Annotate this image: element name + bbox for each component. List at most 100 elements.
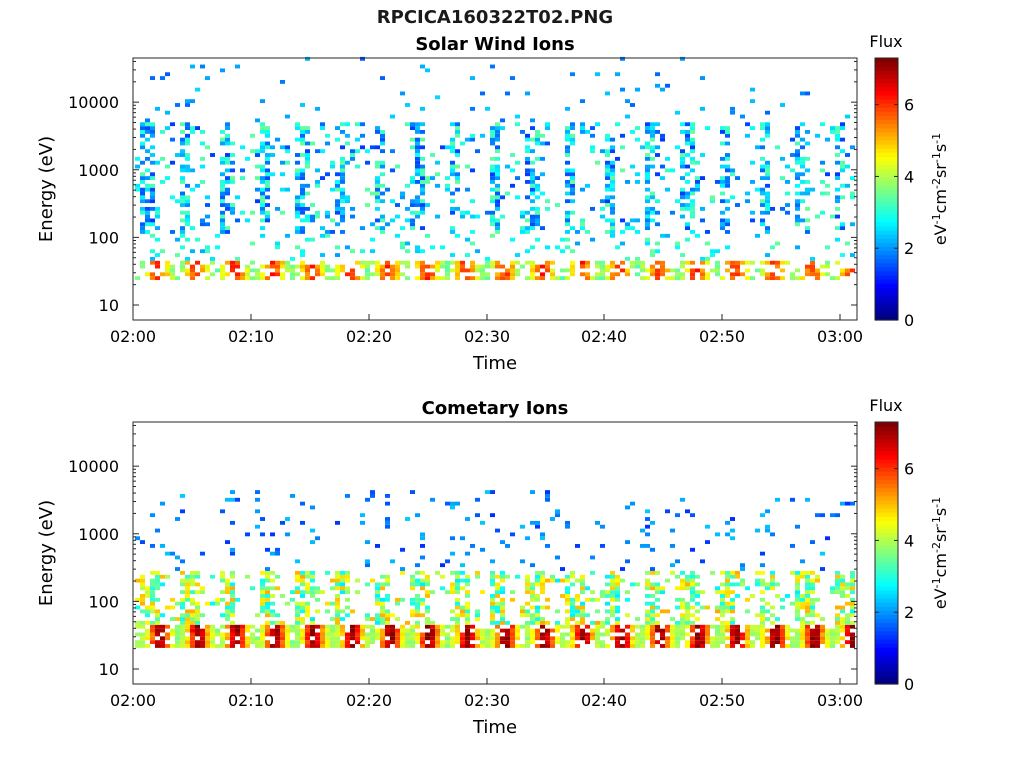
heatmap-cell: [445, 268, 450, 273]
heatmap-cell: [565, 578, 570, 583]
heatmap-cell: [610, 164, 615, 169]
heatmap-cell: [620, 56, 625, 61]
colorbar-segment: [875, 225, 898, 231]
heatmap-cell: [220, 570, 225, 575]
heatmap-cell: [445, 260, 450, 265]
heatmap-cell: [145, 632, 150, 637]
heatmap-cell: [260, 590, 265, 595]
heatmap-cell: [225, 153, 230, 157]
heatmap-cell: [305, 183, 310, 188]
heatmap-cell: [270, 551, 275, 556]
heatmap-cell: [530, 187, 535, 192]
heatmap-cell: [800, 594, 805, 598]
heatmap-cell: [735, 268, 740, 273]
heatmap-cell: [160, 640, 165, 645]
heatmap-cell: [600, 272, 605, 277]
heatmap-cell: [680, 149, 685, 154]
heatmap-cell: [765, 582, 770, 587]
heatmap-cell: [320, 260, 325, 265]
x-tick-label: 02:00: [110, 691, 156, 710]
heatmap-cell: [310, 594, 315, 598]
heatmap-cell: [320, 590, 325, 595]
heatmap-cell: [570, 570, 575, 575]
heatmap-cell: [375, 129, 380, 134]
heatmap-cell: [335, 628, 340, 633]
heatmap-cell: [565, 145, 570, 150]
heatmap-cell: [590, 628, 595, 633]
heatmap-cell: [260, 99, 265, 104]
heatmap-cell: [825, 628, 830, 633]
heatmap-cell: [740, 636, 745, 641]
heatmap-cell: [350, 206, 355, 211]
heatmap-cell: [675, 574, 680, 579]
heatmap-cell: [545, 493, 550, 498]
heatmap-cell: [655, 272, 660, 277]
heatmap-cell: [845, 586, 850, 591]
heatmap-cell: [680, 570, 685, 575]
heatmap-cell: [190, 636, 195, 641]
heatmap-cell: [195, 609, 200, 614]
heatmap-cell: [185, 594, 190, 598]
heatmap-cell: [580, 605, 585, 610]
heatmap-cell: [360, 133, 365, 138]
heatmap-cell: [260, 149, 265, 154]
heatmap-cell: [420, 168, 425, 173]
heatmap-cell: [465, 613, 470, 618]
heatmap-cell: [680, 253, 685, 257]
heatmap-cell: [340, 187, 345, 192]
heatmap-cell: [440, 644, 445, 648]
heatmap-cell: [340, 609, 345, 614]
heatmap-cell: [465, 640, 470, 645]
heatmap-cell: [405, 183, 410, 188]
heatmap-cell: [655, 145, 660, 150]
heatmap-cell: [210, 272, 215, 277]
heatmap-cell: [150, 153, 155, 157]
heatmap-cell: [310, 620, 315, 625]
heatmap-cell: [225, 156, 230, 161]
heatmap-cell: [265, 214, 270, 219]
heatmap-cell: [805, 601, 810, 606]
heatmap-cell: [315, 268, 320, 273]
heatmap-cell: [555, 276, 560, 281]
heatmap-cell: [810, 609, 815, 614]
heatmap-cell: [635, 617, 640, 621]
heatmap-cell: [850, 601, 855, 606]
heatmap-cell: [385, 260, 390, 265]
heatmap-cell: [300, 636, 305, 641]
heatmap-cell: [305, 160, 310, 165]
heatmap-cell: [820, 191, 825, 196]
heatmap-cell: [570, 597, 575, 602]
heatmap-cell: [595, 624, 600, 629]
heatmap-cell: [845, 183, 850, 188]
heatmap-cell: [645, 226, 650, 231]
heatmap-cell: [700, 624, 705, 629]
heatmap-cell: [800, 605, 805, 610]
heatmap-cell: [495, 199, 500, 204]
heatmap-cell: [145, 149, 150, 154]
heatmap-cell: [145, 199, 150, 204]
heatmap-cell: [500, 597, 505, 602]
heatmap-cell: [785, 164, 790, 169]
heatmap-cell: [795, 594, 800, 598]
heatmap-cell: [690, 160, 695, 165]
heatmap-cell: [155, 206, 160, 211]
heatmap-cell: [235, 276, 240, 281]
heatmap-cell: [215, 601, 220, 606]
heatmap-cell: [185, 218, 190, 223]
heatmap-cell: [810, 601, 815, 606]
heatmap-cell: [280, 79, 285, 84]
heatmap-cell: [650, 164, 655, 169]
heatmap-cell: [605, 203, 610, 207]
heatmap-cell: [145, 118, 150, 123]
heatmap-cell: [420, 106, 425, 111]
heatmap-cell: [715, 272, 720, 277]
heatmap-cell: [335, 180, 340, 184]
heatmap-cell: [850, 605, 855, 610]
colorbar-segment: [875, 234, 898, 239]
heatmap-cell: [495, 191, 500, 196]
x-tick-label: 02:20: [346, 327, 392, 346]
heatmap-cell: [480, 632, 485, 637]
y-tick-label: 1000: [78, 161, 119, 180]
heatmap-cell: [155, 210, 160, 215]
